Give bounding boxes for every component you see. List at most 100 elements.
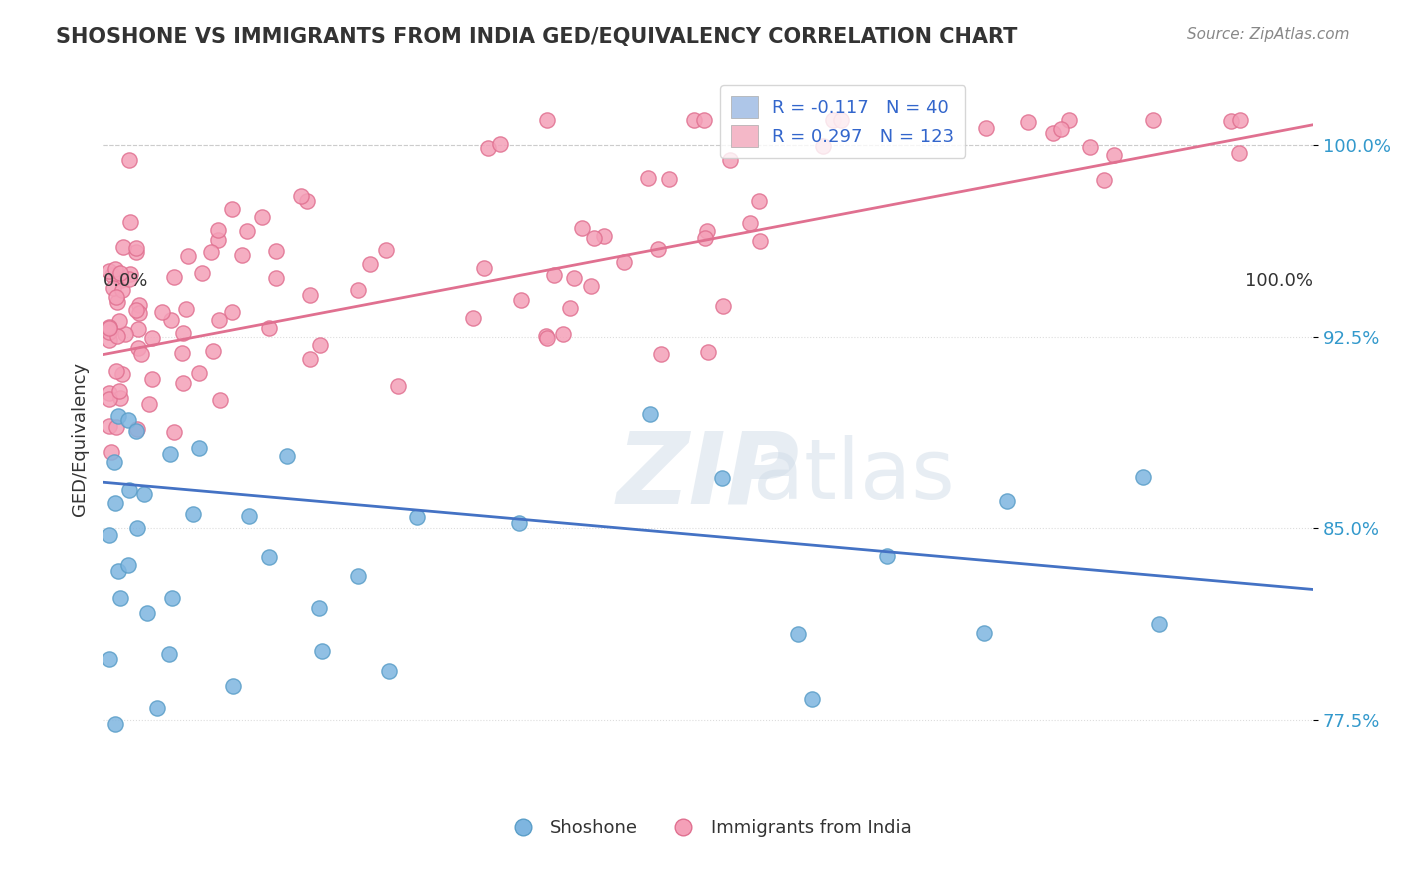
Immigrants from India [221,202,243,217]
Immigrants from India [693,112,716,127]
Immigrants from India [112,240,135,254]
Shoshone [187,441,209,455]
Shoshone [110,591,132,606]
Shoshone [222,679,245,693]
Immigrants from India [98,418,121,433]
Immigrants from India [177,249,200,263]
Immigrants from India [297,194,319,208]
Immigrants from India [613,254,636,268]
Shoshone [107,409,129,424]
Shoshone [117,413,139,427]
Immigrants from India [118,271,141,285]
Immigrants from India [683,112,706,127]
Immigrants from India [463,311,485,326]
Immigrants from India [128,306,150,320]
Immigrants from India [108,314,131,328]
Shoshone [1147,617,1170,632]
Immigrants from India [208,392,231,407]
Immigrants from India [191,266,214,280]
Immigrants from India [534,329,557,343]
Immigrants from India [108,384,131,398]
Shoshone [98,528,121,542]
Immigrants from India [571,221,593,235]
Immigrants from India [127,341,149,355]
Shoshone [876,549,898,563]
Immigrants from India [264,244,287,258]
Immigrants from India [172,326,194,340]
Immigrants from India [1092,173,1115,187]
Immigrants from India [720,153,742,167]
Immigrants from India [118,153,141,167]
Legend: Shoshone, Immigrants from India: Shoshone, Immigrants from India [498,812,918,845]
Immigrants from India [98,325,121,339]
Shoshone [276,450,298,464]
Immigrants from India [150,304,173,318]
Shoshone [118,483,141,498]
Immigrants from India [748,194,770,209]
Immigrants from India [749,234,772,248]
Immigrants from India [125,241,148,255]
Immigrants from India [172,376,194,391]
Shoshone [103,454,125,468]
Immigrants from India [138,397,160,411]
Immigrants from India [823,112,845,127]
Immigrants from India [551,326,574,341]
Immigrants from India [696,224,718,238]
Immigrants from India [129,347,152,361]
Immigrants from India [100,445,122,459]
Shoshone [508,516,530,530]
Immigrants from India [1142,112,1164,127]
Immigrants from India [693,231,716,245]
Immigrants from India [974,120,997,135]
Immigrants from India [536,112,558,127]
Immigrants from India [257,321,280,335]
Shoshone [117,558,139,572]
Immigrants from India [1017,115,1039,129]
Immigrants from India [299,287,322,301]
Immigrants from India [1104,148,1126,162]
Text: 100.0%: 100.0% [1246,272,1313,290]
Shoshone [98,652,121,666]
Immigrants from India [647,242,669,256]
Immigrants from India [98,392,121,407]
Shoshone [127,520,149,534]
Immigrants from India [290,188,312,202]
Immigrants from India [658,171,681,186]
Immigrants from India [104,419,127,434]
Shoshone [125,424,148,438]
Immigrants from India [160,313,183,327]
Shoshone [378,664,401,678]
Immigrants from India [236,224,259,238]
Immigrants from India [201,344,224,359]
Shoshone [973,625,995,640]
Immigrants from India [1078,140,1101,154]
Immigrants from India [346,283,368,297]
Immigrants from India [111,284,134,298]
Immigrants from India [120,267,142,281]
Text: Source: ZipAtlas.com: Source: ZipAtlas.com [1187,27,1350,42]
Shoshone [159,447,181,461]
Immigrants from India [114,326,136,341]
Immigrants from India [98,320,121,334]
Shoshone [1132,469,1154,483]
Immigrants from India [141,372,163,386]
Text: SHOSHONE VS IMMIGRANTS FROM INDIA GED/EQUIVALENCY CORRELATION CHART: SHOSHONE VS IMMIGRANTS FROM INDIA GED/EQ… [56,27,1018,46]
Immigrants from India [536,331,558,345]
Immigrants from India [1227,146,1250,161]
Immigrants from India [207,233,229,247]
Shoshone [238,508,260,523]
Shoshone [346,569,368,583]
Immigrants from India [163,425,186,440]
Immigrants from India [98,386,121,401]
Shoshone [801,692,824,706]
Immigrants from India [111,368,134,382]
Immigrants from India [124,303,146,318]
Immigrants from India [593,228,616,243]
Immigrants from India [562,271,585,285]
Immigrants from India [650,347,672,361]
Shoshone [104,717,127,731]
Immigrants from India [187,366,209,380]
Immigrants from India [221,305,243,319]
Shoshone [157,647,180,661]
Immigrants from India [711,299,734,313]
